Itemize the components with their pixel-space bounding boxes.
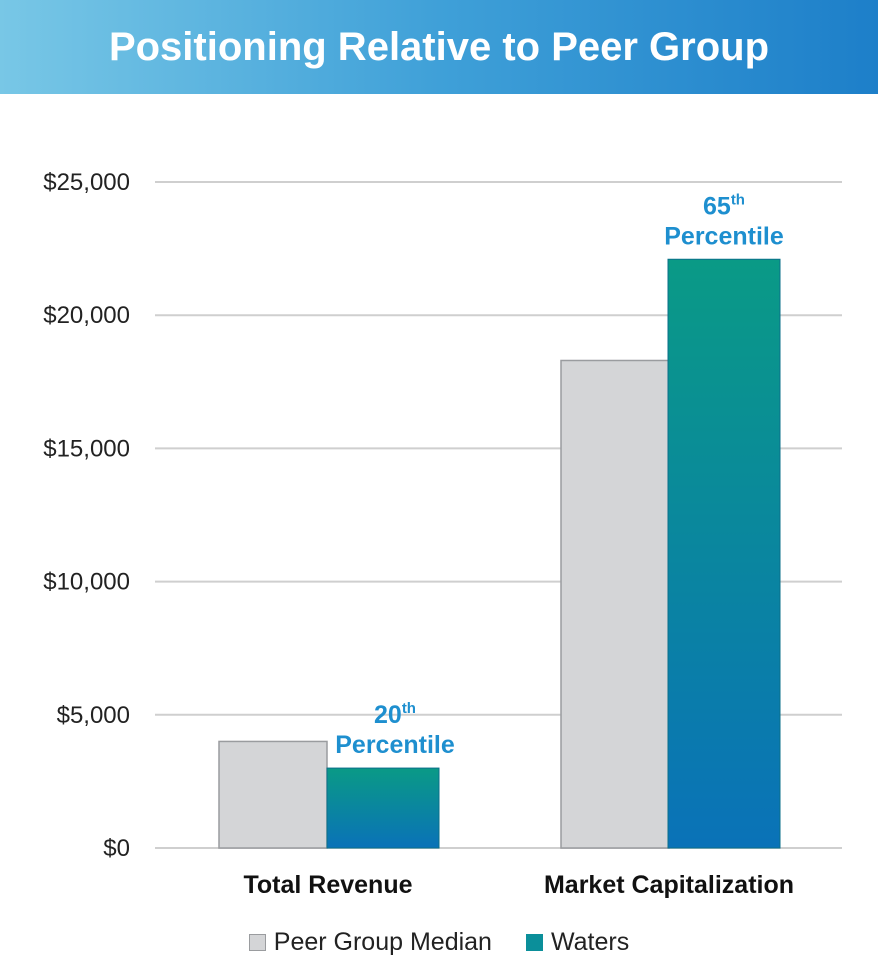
y-tick-label: $15,000 xyxy=(43,435,130,462)
legend-item-waters: Waters xyxy=(525,927,630,957)
x-category-label: Total Revenue xyxy=(243,871,412,899)
y-tick-label: $25,000 xyxy=(43,169,130,196)
annotation-label: Percentile xyxy=(335,731,455,759)
bar-peer-group-median xyxy=(560,359,670,849)
legend-swatch-waters xyxy=(525,933,543,951)
y-tick-label: $10,000 xyxy=(43,569,130,596)
chart-header: Positioning Relative to Peer Group xyxy=(0,0,878,94)
y-tick-label: $0 xyxy=(103,835,130,862)
annotation-label: Percentile xyxy=(664,222,784,250)
bar-waters xyxy=(667,258,781,849)
y-tick-label: $5,000 xyxy=(57,702,130,729)
chart-title: Positioning Relative to Peer Group xyxy=(108,24,770,69)
legend-item-peer: Peer Group Median xyxy=(248,927,492,957)
bar-peer-group-median xyxy=(218,740,328,849)
bar-waters xyxy=(326,767,440,849)
bar-chart: $0 $5,000 $10,000 $15,000 $20,000 $25,000 Tota… xyxy=(43,169,842,899)
annotation-rank: 20th xyxy=(374,700,416,729)
annotation-rank: 65th xyxy=(703,191,745,220)
legend-swatch-peer xyxy=(248,933,266,951)
legend-label-peer: Peer Group Median xyxy=(273,927,492,956)
legend-label-waters: Waters xyxy=(550,927,630,956)
y-tick-label: $20,000 xyxy=(43,302,130,329)
chart-legend: Peer Group Median Waters xyxy=(0,924,878,960)
x-category-label: Market Capitalization xyxy=(544,871,794,899)
